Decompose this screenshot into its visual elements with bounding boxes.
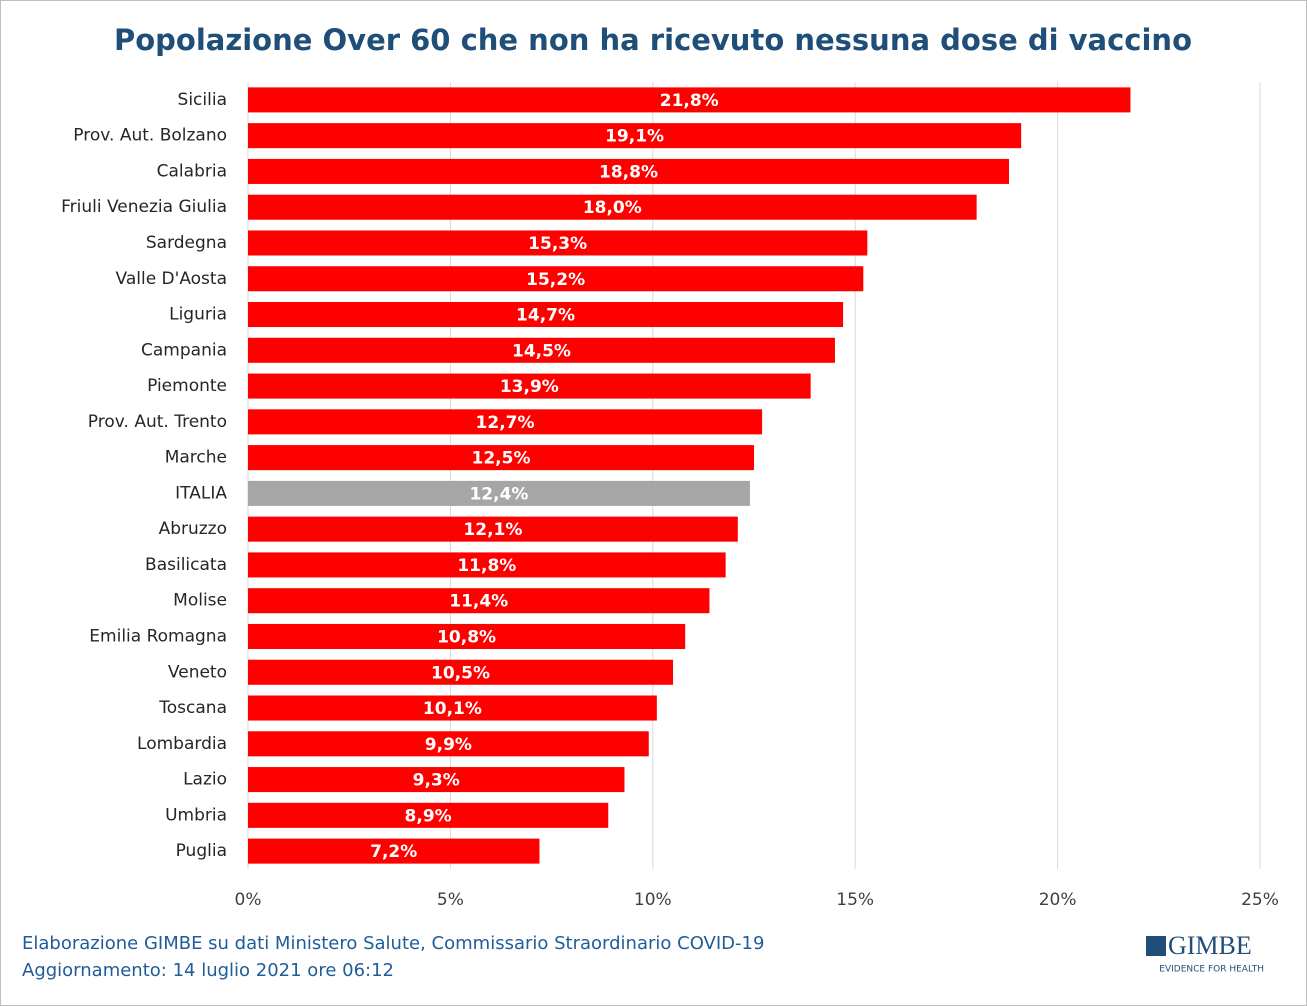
x-tick-label: 10% [634, 890, 672, 910]
y-tick-label: Puglia [176, 841, 227, 861]
y-tick-label: Abruzzo [159, 519, 227, 539]
y-tick-label: Calabria [157, 161, 227, 181]
value-label: 15,2% [526, 270, 585, 290]
y-tick-label: Emilia Romagna [89, 626, 227, 646]
bar [248, 731, 649, 757]
bar [248, 623, 686, 649]
bar [248, 552, 726, 578]
y-tick-label: Lombardia [137, 734, 227, 754]
y-tick-label: Lazio [183, 770, 227, 790]
bar [248, 158, 1010, 184]
y-tick-label: Molise [173, 591, 227, 611]
bar [248, 767, 625, 793]
source-note: Elaborazione GIMBE su dati Ministero Sal… [22, 933, 764, 954]
x-tick-label: 0% [235, 890, 262, 910]
y-tick-label: Veneto [168, 662, 227, 682]
value-label: 15,3% [528, 234, 587, 254]
y-tick-label: Valle D'Aosta [116, 269, 227, 289]
value-label: 11,8% [457, 556, 516, 576]
bar [248, 802, 609, 828]
bar [248, 194, 977, 220]
x-tick-label: 15% [836, 890, 874, 910]
value-label: 12,7% [476, 413, 535, 433]
logo-tagline: EVIDENCE FOR HEALTH [1159, 965, 1264, 975]
bar [248, 516, 738, 542]
value-label: 9,9% [425, 735, 472, 755]
value-label: 18,0% [583, 198, 642, 218]
value-label: 13,9% [500, 377, 559, 397]
value-label: 14,7% [516, 306, 575, 326]
x-tick-label: 25% [1241, 890, 1279, 910]
y-tick-label: Piemonte [147, 376, 227, 396]
y-tick-label: Prov. Aut. Trento [88, 412, 227, 432]
value-label: 14,5% [512, 341, 571, 361]
value-label: 8,9% [405, 806, 452, 826]
logo-icon [1146, 936, 1166, 956]
bar [248, 302, 844, 328]
bar [248, 409, 763, 435]
y-tick-label: Marche [165, 448, 227, 468]
y-tick-label: Campania [141, 340, 227, 360]
y-tick-label: ITALIA [175, 483, 227, 503]
y-tick-label: Umbria [165, 805, 227, 825]
value-label: 21,8% [660, 91, 719, 111]
logo-name: GIMBE [1168, 931, 1252, 960]
value-label: 10,8% [437, 627, 496, 647]
chart-title: Popolazione Over 60 che non ha ricevuto … [114, 23, 1192, 57]
update-note: Aggiornamento: 14 luglio 2021 ore 06:12 [22, 960, 394, 981]
bar [248, 123, 1022, 149]
bar [248, 695, 657, 721]
bar [248, 838, 540, 864]
value-label: 9,3% [413, 771, 460, 791]
bar [248, 337, 835, 363]
value-label: 10,5% [431, 663, 490, 683]
y-tick-label: Toscana [158, 698, 227, 718]
y-tick-label: Liguria [169, 305, 227, 325]
bar [248, 230, 868, 256]
logo: GIMBE EVIDENCE FOR HEALTH [1146, 931, 1264, 975]
value-label: 11,4% [449, 592, 508, 612]
value-label: 12,1% [463, 520, 522, 540]
bar [248, 87, 1131, 113]
value-label: 7,2% [370, 842, 417, 862]
bar [248, 480, 750, 506]
bar [248, 588, 710, 614]
y-tick-label: Sardegna [146, 233, 227, 253]
x-tick-label: 20% [1039, 890, 1077, 910]
bar [248, 445, 754, 471]
y-tick-label: Prov. Aut. Bolzano [73, 126, 227, 146]
value-label: 19,1% [605, 127, 664, 147]
value-label: 12,5% [472, 449, 531, 469]
value-label: 10,1% [423, 699, 482, 719]
value-label: 18,8% [599, 162, 658, 182]
y-tick-label: Friuli Venezia Giulia [61, 197, 227, 217]
x-tick-label: 5% [437, 890, 464, 910]
value-label: 12,4% [469, 484, 528, 504]
bar [248, 659, 674, 685]
y-tick-label: Basilicata [145, 555, 227, 575]
bar [248, 266, 864, 292]
bar [248, 373, 811, 399]
y-tick-label: Sicilia [178, 90, 227, 110]
